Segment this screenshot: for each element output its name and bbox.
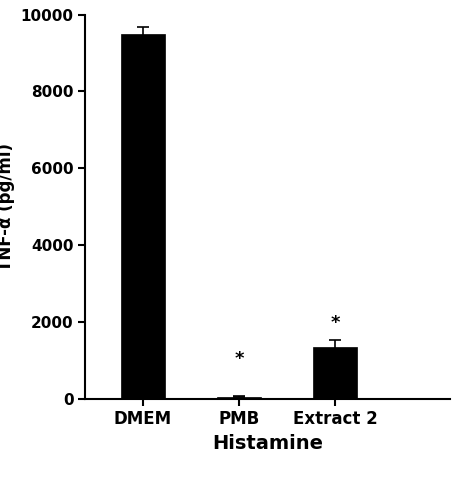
Bar: [121, 34, 164, 399]
Text: *: *: [234, 350, 244, 368]
Text: *: *: [330, 314, 340, 332]
X-axis label: Histamine: Histamine: [212, 434, 323, 453]
Y-axis label: TNF-α (pg/ml): TNF-α (pg/ml): [0, 142, 15, 271]
Bar: [218, 397, 261, 399]
Bar: [313, 347, 356, 399]
